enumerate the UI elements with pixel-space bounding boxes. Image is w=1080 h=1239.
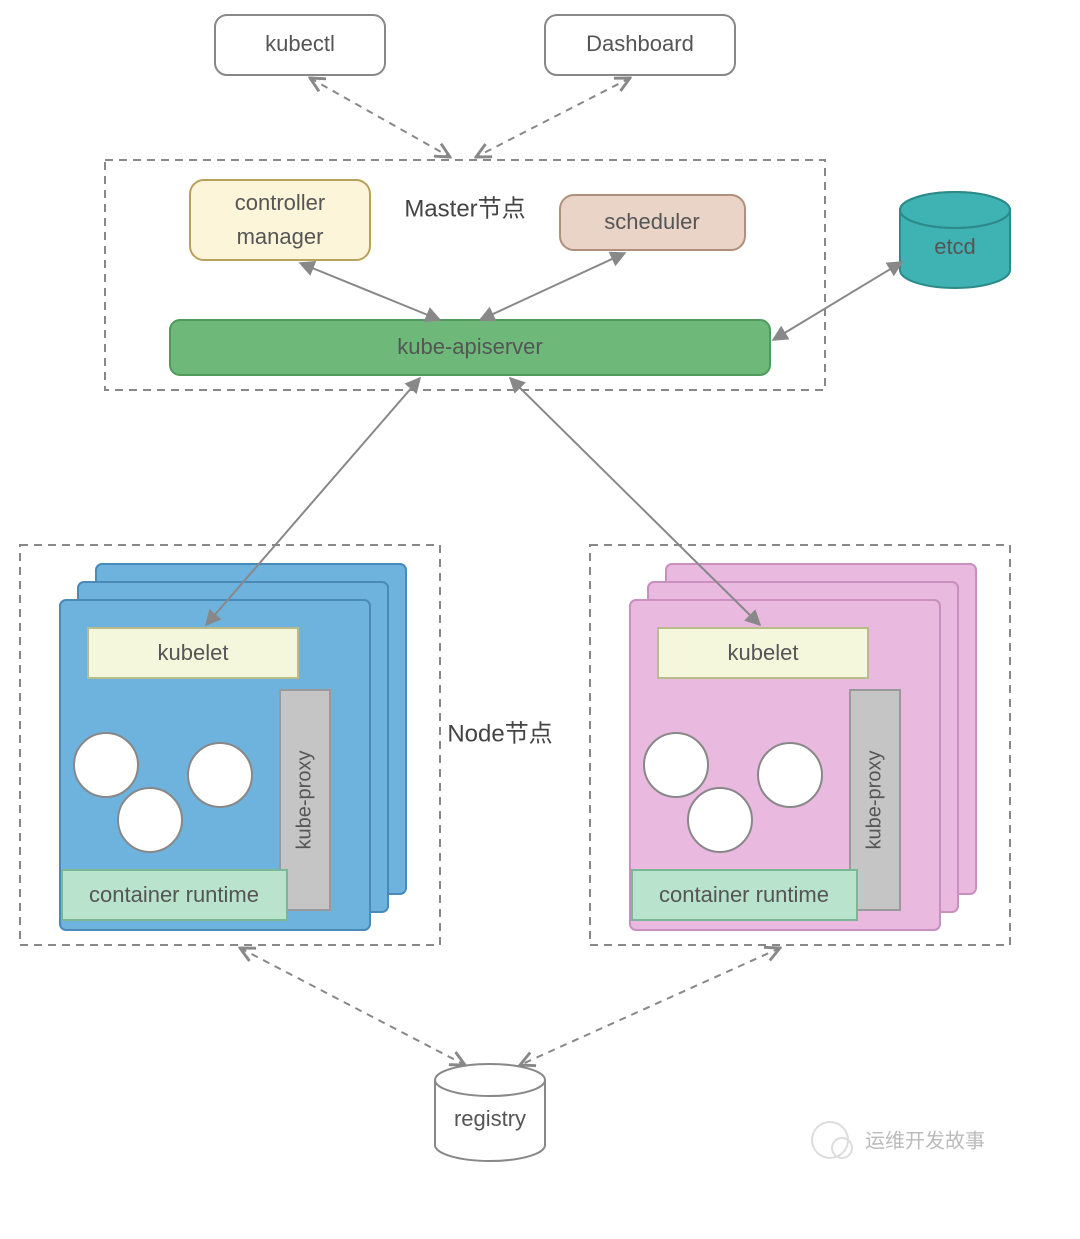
edge-dashboard-master [476,78,630,157]
watermark: 运维开发故事 [812,1122,985,1158]
kubeproxy-label-right: kube-proxy [863,751,885,850]
edge-apiserver-kubelet-right [510,378,760,625]
watermark-text: 运维开发故事 [865,1129,985,1152]
edge-apiserver-controller [300,263,440,320]
architecture-diagram: kubectl Dashboard Master节点 controller ma… [0,0,1080,1239]
kubelet-label-left: kubelet [158,640,229,665]
edge-node-left-registry [240,948,465,1065]
edge-apiserver-etcd [773,262,902,340]
master-label: Master节点 [404,195,525,222]
pod-stack-right: kubelet kube-proxy container runtime [630,564,976,930]
controller-label-2: manager [237,224,324,249]
dashboard-label: Dashboard [586,31,694,56]
apiserver-label: kube-apiserver [397,334,543,359]
scheduler-label: scheduler [604,209,699,234]
registry-label: registry [454,1106,526,1131]
edge-apiserver-scheduler [480,253,625,320]
kubeproxy-label-left: kube-proxy [293,751,315,850]
etcd-label: etcd [934,234,976,259]
edge-node-right-registry [520,948,780,1065]
runtime-label-right: container runtime [659,882,829,907]
kubectl-label: kubectl [265,31,335,56]
kubelet-label-right: kubelet [728,640,799,665]
edge-kubectl-master [310,78,450,157]
pod-stack-left: kubelet kube-proxy container runtime [60,564,406,930]
controller-label-1: controller [235,190,325,215]
node-label: Node节点 [447,720,552,747]
runtime-label-left: container runtime [89,882,259,907]
